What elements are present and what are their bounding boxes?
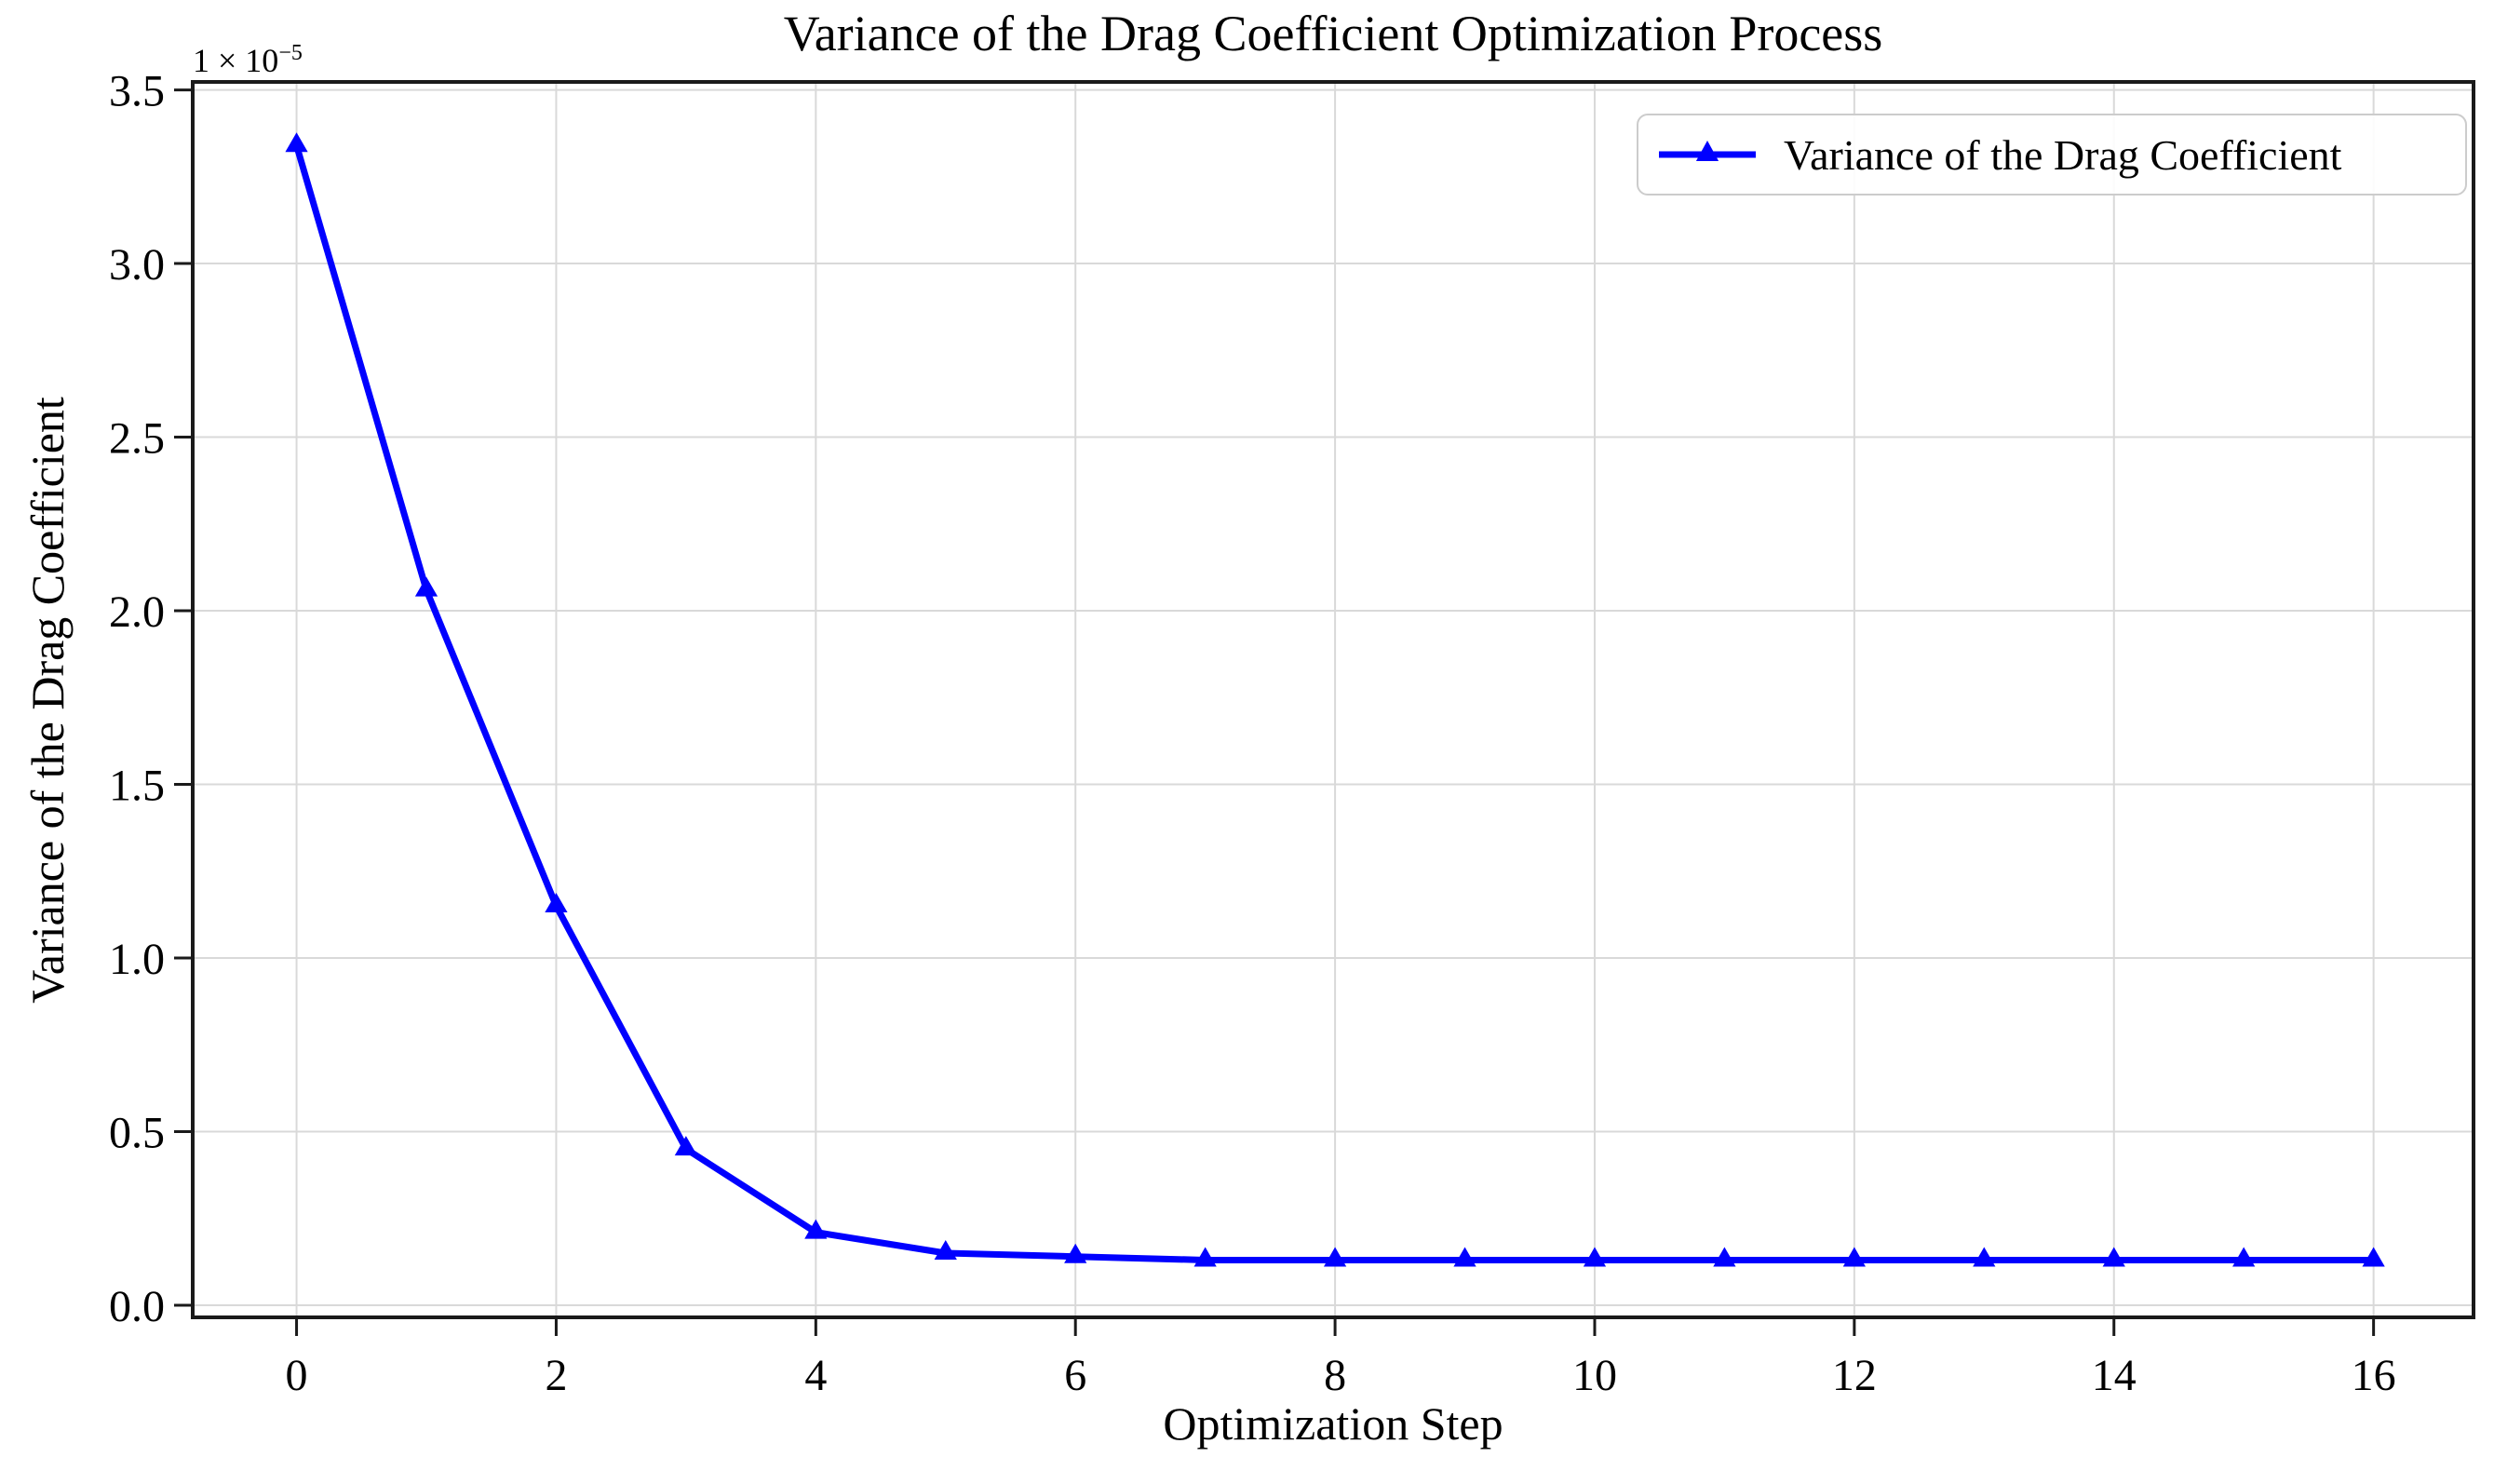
data-point-marker [1453,1247,1476,1267]
x-tick-label: 16 [2352,1351,2396,1400]
data-point-marker [1193,1247,1217,1267]
x-axis-label: Optimization Step [1163,1397,1503,1450]
x-tick-label: 0 [286,1351,308,1400]
data-point-marker [1583,1247,1607,1267]
y-tick-label: 1.0 [109,935,165,984]
data-point-marker [545,893,568,913]
x-tick-label: 2 [545,1351,567,1400]
legend-line-marker-icon [1659,141,1756,161]
data-point-marker [414,576,438,597]
y-tick-label: 2.0 [109,587,165,637]
x-tick-label: 8 [1324,1351,1346,1400]
x-tick-label: 6 [1064,1351,1086,1400]
data-point-marker [1973,1247,1996,1267]
chart-title: Variance of the Drag Coefficient Optimiz… [783,6,1883,61]
data-point-marker [2232,1247,2256,1267]
data-point-marker [1842,1247,1866,1267]
x-tick-label: 12 [1832,1351,1877,1400]
data-point-marker [1323,1247,1347,1267]
y-tick-label: 0.0 [109,1282,165,1331]
legend-triangle-marker-icon [1695,141,1719,161]
y-axis-offset-text: 1 × 10−5 [193,41,303,80]
y-tick-label: 1.5 [109,762,165,811]
data-point-marker [804,1219,828,1239]
data-point-marker [674,1136,698,1156]
legend-label: Variance of the Drag Coefficient [1784,130,2342,179]
data-point-marker [934,1240,957,1261]
y-tick-label: 0.5 [109,1108,165,1157]
axes-frame [191,80,2475,1319]
data-point-marker [1713,1247,1736,1267]
data-point-marker [285,132,308,153]
x-tick-label: 4 [804,1351,827,1400]
y-tick-label: 2.5 [109,414,165,464]
data-point-marker [1064,1243,1087,1263]
y-tick-label: 3.0 [109,240,165,290]
data-point-marker [2362,1247,2385,1267]
y-tick-label: 3.5 [109,67,165,116]
legend: Variance of the Drag Coefficient [1637,114,2467,196]
x-tick-label: 14 [2092,1351,2137,1400]
y-axis-offset-base: 1 × 10 [193,42,279,79]
x-tick-label: 10 [1572,1351,1617,1400]
data-point-marker [2102,1247,2125,1267]
y-axis-offset-exponent: −5 [278,41,303,65]
